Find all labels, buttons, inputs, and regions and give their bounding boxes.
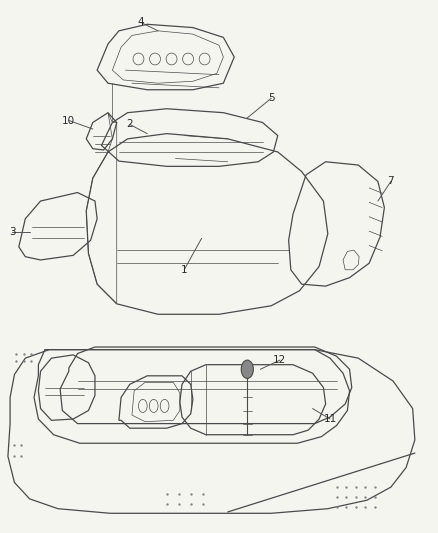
- Circle shape: [241, 360, 253, 378]
- Text: 7: 7: [388, 176, 394, 187]
- Text: 11: 11: [323, 414, 337, 424]
- Text: 4: 4: [138, 18, 144, 27]
- Text: 10: 10: [62, 116, 75, 126]
- Text: 2: 2: [127, 119, 133, 130]
- Text: 5: 5: [268, 93, 275, 103]
- Text: 3: 3: [9, 227, 16, 237]
- Text: 12: 12: [273, 355, 286, 365]
- Text: 1: 1: [181, 265, 187, 275]
